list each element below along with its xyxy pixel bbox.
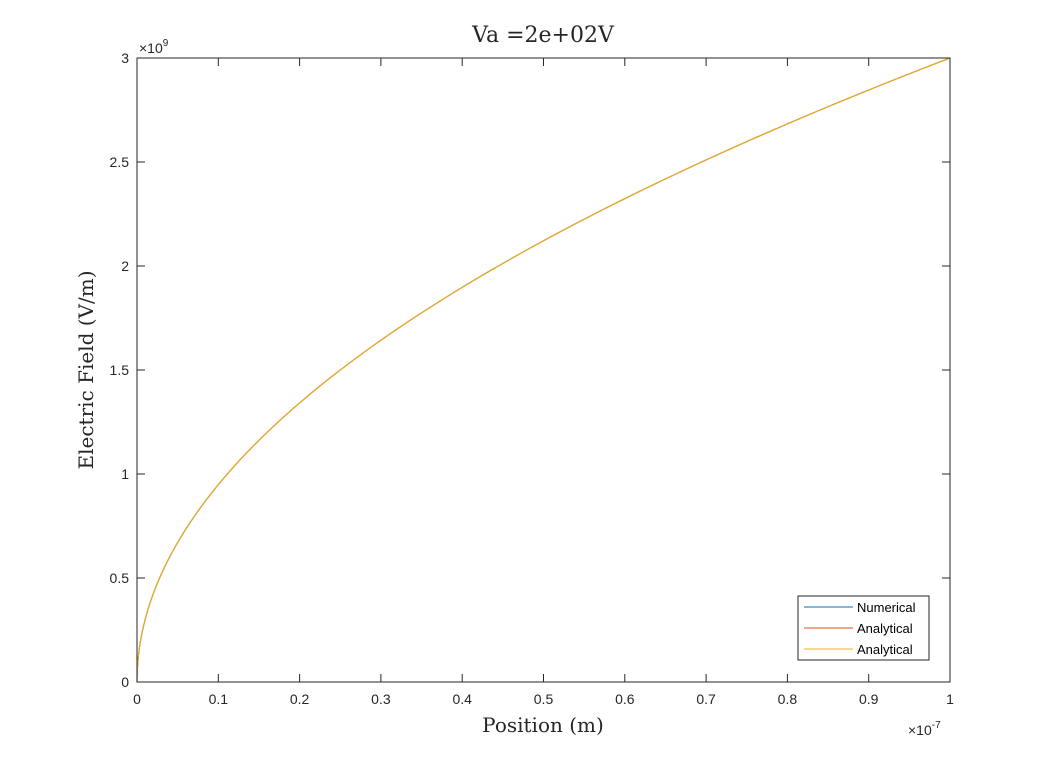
legend-label-numerical: Numerical <box>857 600 916 615</box>
y-ticks: 0 0.5 1 1.5 2 2.5 3 <box>110 50 950 690</box>
y-tick-label: 2.5 <box>110 154 130 170</box>
svg-text:×10-7: ×10-7 <box>908 720 941 738</box>
x-axis-label: Position (m) <box>482 713 604 737</box>
legend-label-analytical-2: Analytical <box>857 642 913 657</box>
svg-text:×109: ×109 <box>139 38 169 56</box>
x-tick-label: 0.5 <box>534 691 554 707</box>
y-tick-label: 3 <box>121 50 129 66</box>
x-multiplier: ×10 <box>908 722 932 738</box>
x-tick-label: 0.7 <box>696 691 716 707</box>
legend-label-analytical-1: Analytical <box>857 621 913 636</box>
x-tick-label: 0.6 <box>615 691 635 707</box>
y-exponent: 9 <box>163 38 169 49</box>
y-tick-label: 0 <box>121 674 129 690</box>
y-tick-label: 1 <box>121 466 129 482</box>
x-exponent: -7 <box>932 720 941 731</box>
series-line-2 <box>136 57 951 683</box>
y-tick-label: 2 <box>121 258 129 274</box>
x-tick-label: 0.3 <box>371 691 391 707</box>
x-tick-label: 0 <box>133 691 141 707</box>
x-tick-label: 0.8 <box>778 691 798 707</box>
y-tick-label: 0.5 <box>110 570 130 586</box>
x-ticks: 0 0.1 0.2 0.3 0.4 0.5 0.6 0.7 0.8 0.9 1 <box>133 58 954 707</box>
x-tick-label: 1 <box>946 691 954 707</box>
series-layer <box>136 57 951 683</box>
chart-title: Va =2e+02V <box>471 23 615 48</box>
x-tick-label: 0.4 <box>452 691 472 707</box>
y-axis-label: Electric Field (V/m) <box>74 270 98 469</box>
legend: Numerical Analytical Analytical <box>797 595 930 661</box>
y-multiplier: ×10 <box>139 40 163 56</box>
x-tick-label: 0.9 <box>859 691 879 707</box>
x-tick-label: 0.2 <box>290 691 310 707</box>
plot-background <box>137 58 950 682</box>
x-tick-label: 0.1 <box>209 691 229 707</box>
y-exponent-label: ×109 <box>139 38 169 56</box>
y-tick-label: 1.5 <box>110 362 130 378</box>
x-exponent-label: ×10-7 <box>908 720 941 738</box>
